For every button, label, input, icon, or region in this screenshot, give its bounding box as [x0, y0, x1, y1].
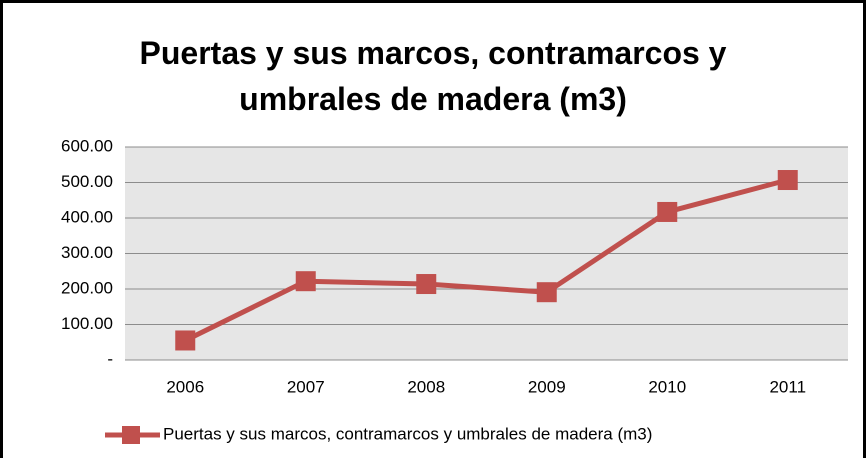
y-tick-label: 400.00 [61, 207, 113, 226]
y-tick-label: 500.00 [61, 172, 113, 191]
y-tick-label: 300.00 [61, 243, 113, 262]
y-tick-label: 100.00 [61, 314, 113, 333]
x-tick-label: 2010 [648, 377, 686, 396]
y-tick-label: 600.00 [61, 136, 113, 155]
x-tick-label: 2011 [769, 377, 806, 396]
data-point [295, 271, 316, 292]
series-line [184, 177, 789, 343]
x-tick-label: 2009 [528, 377, 566, 396]
legend-marker [122, 426, 140, 444]
chart-title: Puertas y sus marcos, contramarcos y umb… [139, 35, 727, 117]
data-point [777, 170, 798, 191]
y-tick-label: 200.00 [61, 278, 113, 297]
x-tick-label: 2007 [287, 377, 325, 396]
x-tick-label: 2008 [407, 377, 445, 396]
data-point [416, 274, 437, 295]
y-tick-label: - [107, 349, 113, 368]
legend-label: Puertas y sus marcos, contramarcos y umb… [163, 424, 652, 443]
data-point [536, 282, 557, 303]
data-point [175, 330, 196, 351]
data-point [657, 201, 678, 222]
x-tick-label: 2006 [166, 377, 204, 396]
